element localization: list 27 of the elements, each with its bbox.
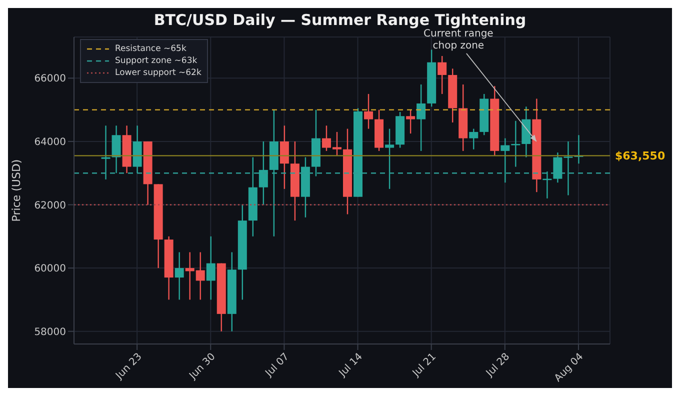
- candlestick: [280, 125, 289, 190]
- legend-label: Resistance ~65k: [115, 43, 186, 55]
- candlestick: [438, 55, 447, 95]
- y-axis-title: Price (USD): [10, 159, 23, 222]
- ref-line-label: $63,550: [615, 150, 666, 163]
- annotation: Current range chop zone: [424, 28, 494, 52]
- x-tick-label: Jul 07: [263, 351, 292, 380]
- y-tick-label: 66000: [34, 74, 66, 85]
- candlestick: [174, 252, 184, 300]
- x-tick-label: Jun 23: [113, 351, 144, 382]
- x-tick-label: Jul 28: [484, 351, 512, 380]
- y-tick-label: 58000: [34, 326, 66, 338]
- y-tick-label: 60000: [34, 264, 66, 275]
- y-tick-label: 62000: [34, 200, 66, 212]
- legend-label: Lower support ~62k: [115, 67, 202, 79]
- x-tick-label: Jul 21: [410, 351, 438, 380]
- x-tick-label: Aug 04: [552, 351, 586, 384]
- candlestick: [469, 128, 478, 150]
- candlestick: [406, 109, 416, 134]
- candlestick: [364, 93, 374, 130]
- y-tick-label: 64000: [34, 136, 66, 148]
- x-tick-label: Jun 30: [186, 351, 218, 382]
- candlestick: [206, 236, 216, 300]
- x-tick-label: Jul 14: [336, 351, 365, 380]
- candlestick: [416, 84, 426, 152]
- legend-label: Support zone ~63k: [115, 55, 198, 67]
- chart-title: BTC/USD Daily — Summer Range Tightening: [152, 10, 528, 29]
